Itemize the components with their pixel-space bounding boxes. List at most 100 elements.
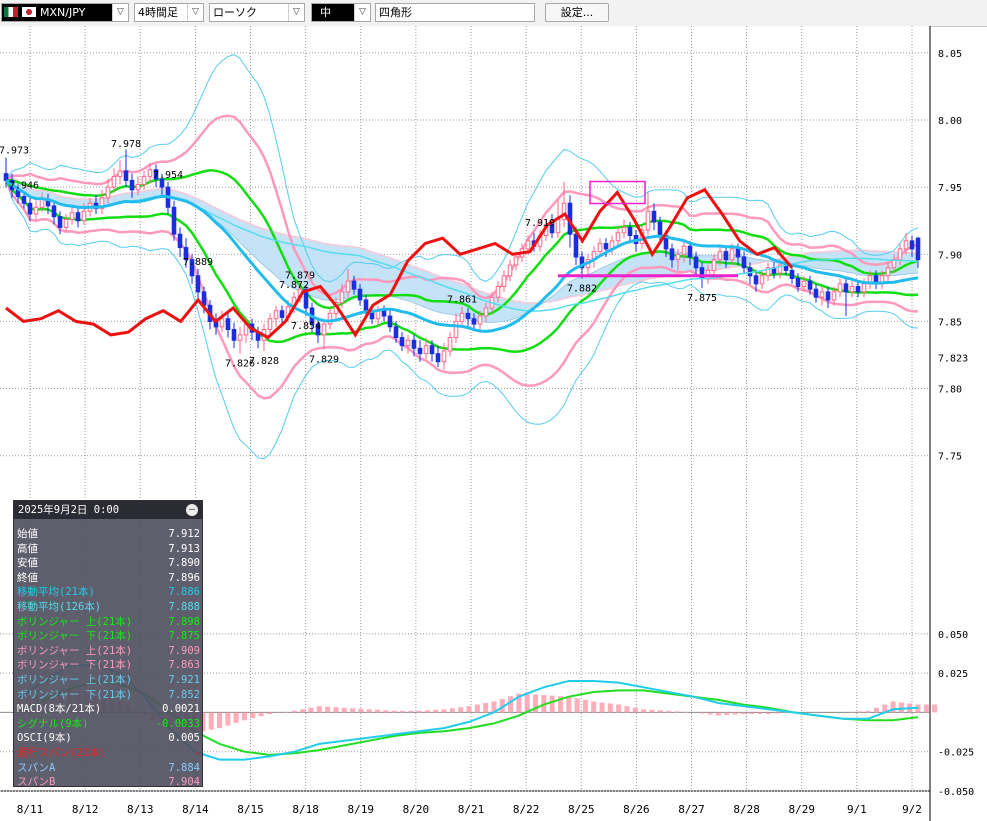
macd-tick-label: 0.050 <box>938 630 968 641</box>
candle-body <box>381 310 387 317</box>
osci-bar <box>749 712 755 714</box>
candle-body <box>177 233 183 249</box>
chevron-down-icon[interactable]: ▽ <box>112 4 128 21</box>
candle-body <box>483 307 489 317</box>
price-annotation: 7.875 <box>687 293 717 304</box>
info-row-value: 7.913 <box>168 542 200 555</box>
candle-body <box>411 339 417 349</box>
osci-bar <box>882 704 888 713</box>
candle-body <box>51 205 57 218</box>
drawing-size-label: 中 <box>320 6 331 19</box>
chevron-down-icon[interactable]: ▽ <box>354 4 370 21</box>
candle-body <box>363 299 369 312</box>
osci-bar <box>375 709 381 713</box>
candle-body <box>453 320 459 339</box>
bollinger-lower-line <box>5 180 919 460</box>
candle-body <box>843 283 849 293</box>
osci-bar <box>508 696 514 713</box>
ohlc-info-panel[interactable]: 2025年9月2日 0:00 – 始値 7.912 高値 7.913 安値 7.890 終値… <box>13 500 203 788</box>
candle-body <box>513 256 519 266</box>
ma21-line <box>5 179 919 333</box>
osci-bar <box>857 711 863 713</box>
candle-body <box>429 345 435 355</box>
minimize-icon[interactable]: – <box>186 504 198 516</box>
bollinger-upper-line <box>6 169 919 316</box>
indicator-lines <box>5 179 919 340</box>
candle-body <box>885 267 891 277</box>
price-annotation: 7.973 <box>0 146 29 157</box>
candle-body <box>21 196 27 204</box>
osci-bar <box>774 712 780 714</box>
date-tick-label: 8/19 <box>348 803 375 816</box>
timeframe-label: 4時間足 <box>138 6 178 19</box>
chevron-down-icon[interactable]: ▽ <box>288 4 304 21</box>
date-tick-label: 8/22 <box>513 803 540 816</box>
candle-body <box>81 210 87 222</box>
candle-body <box>849 286 855 293</box>
drawing-shape-select[interactable]: 四角形 <box>375 3 535 22</box>
info-timestamp: 2025年9月2日 0:00 – <box>14 501 202 519</box>
candle-body <box>735 248 741 258</box>
timeframe-select[interactable]: 4時間足 ▽ <box>134 3 204 22</box>
osci-bar <box>483 703 489 713</box>
price-annotation: 7.861 <box>447 295 477 306</box>
candle-body <box>807 280 813 290</box>
drawing-size-select[interactable]: 中 ▽ <box>311 3 371 22</box>
osci-bar <box>549 695 555 713</box>
osci-bar <box>582 699 588 713</box>
candle-body <box>195 275 201 293</box>
settings-button[interactable]: 設定... <box>545 3 609 22</box>
candle-body <box>801 280 807 288</box>
osci-bar <box>865 710 871 713</box>
chevron-down-icon[interactable]: ▽ <box>187 4 203 21</box>
candle-body <box>267 318 273 330</box>
info-row-label: ボリンジャー 上(21本) <box>17 644 133 657</box>
candle-body <box>279 310 285 318</box>
candle-body <box>477 315 483 325</box>
candle-body <box>693 256 699 269</box>
candle-body <box>3 173 9 181</box>
info-row: OSCI(9本) 0.005 <box>17 731 200 745</box>
date-tick-label: 8/15 <box>237 803 264 816</box>
price-annotation: 7.826 <box>225 359 255 370</box>
chart-type-select[interactable]: ローソク ▽ <box>209 3 305 22</box>
date-tick-label: 8/25 <box>568 803 595 816</box>
osci-bar <box>408 710 414 713</box>
candle-body <box>105 186 111 199</box>
price-tick-label: 8.05 <box>938 49 962 60</box>
osci-bar <box>533 694 539 713</box>
price-annotation: 7.919 <box>525 218 555 229</box>
osci-bar <box>682 711 688 713</box>
info-row-label: 移動平均(21本) <box>17 586 95 599</box>
currency-pair-label: MXN/JPY <box>40 6 86 19</box>
candle-body <box>729 248 735 261</box>
candle-body <box>117 170 123 177</box>
osci-bar <box>399 710 405 713</box>
osci-bar <box>516 693 522 713</box>
candle-body <box>855 286 861 293</box>
info-row: 高値 7.913 <box>17 542 200 556</box>
date-tick-label: 8/26 <box>623 803 650 816</box>
highlight-rectangle <box>589 180 646 205</box>
candle-body <box>597 243 603 253</box>
price-tick-label: 7.80 <box>938 385 962 396</box>
candle-body <box>561 202 567 220</box>
candle-body <box>789 269 795 279</box>
candle-body <box>399 337 405 347</box>
osci-bar <box>233 712 239 723</box>
info-row-value: 0.0021 <box>162 703 200 716</box>
candle-body <box>339 291 345 304</box>
osci-bar <box>242 712 247 721</box>
candle-body <box>579 256 585 269</box>
osci-bar <box>757 712 763 714</box>
info-row-label: 安値 <box>17 557 38 570</box>
currency-pair-select[interactable]: MXN/JPY ▽ <box>1 3 129 22</box>
osci-bar <box>499 698 505 713</box>
candle-body <box>315 323 321 336</box>
osci-bar <box>616 704 622 713</box>
date-tick-label: 9/2 <box>902 803 922 816</box>
candle-body <box>903 240 909 250</box>
candle-body <box>717 251 723 261</box>
osci-bar <box>225 712 231 726</box>
date-tick-label: 8/14 <box>182 803 209 816</box>
